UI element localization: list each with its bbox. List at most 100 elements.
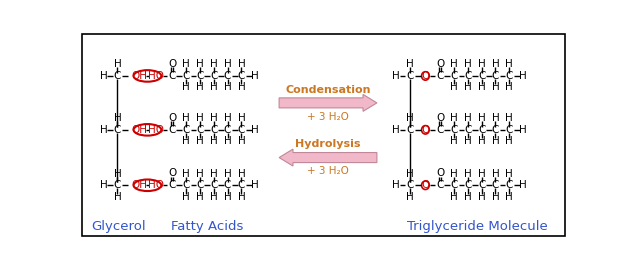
Text: H: H (464, 59, 471, 69)
Text: C: C (210, 180, 217, 190)
Text: H: H (223, 192, 232, 202)
Text: H: H (464, 83, 471, 92)
Text: O: O (168, 168, 176, 178)
Text: H: H (492, 136, 499, 146)
Text: C: C (114, 180, 121, 190)
Text: H: H (505, 113, 513, 123)
Text: C: C (437, 71, 444, 81)
Text: H: H (114, 113, 121, 123)
Text: H: H (505, 136, 513, 146)
Text: C: C (224, 180, 231, 190)
Text: H: H (392, 180, 400, 190)
Text: C: C (437, 125, 444, 135)
Text: C: C (406, 71, 414, 81)
Text: H: H (464, 169, 471, 179)
Text: C: C (224, 125, 231, 135)
Text: H: H (196, 113, 204, 123)
Text: C: C (182, 71, 190, 81)
Text: H: H (519, 125, 527, 135)
Text: H: H (237, 59, 245, 69)
Text: H: H (237, 113, 245, 123)
Text: O: O (436, 59, 444, 69)
Text: OH: OH (131, 71, 147, 81)
Text: H: H (478, 113, 485, 123)
Text: Glycerol: Glycerol (91, 220, 146, 233)
Text: H: H (478, 83, 485, 92)
Text: H: H (251, 71, 259, 81)
Text: + 3 H₂O: + 3 H₂O (307, 112, 349, 122)
Text: H: H (492, 83, 499, 92)
Text: H: H (505, 59, 513, 69)
Text: C: C (492, 180, 499, 190)
Text: H: H (223, 59, 232, 69)
Text: H: H (406, 59, 414, 69)
Text: H: H (209, 136, 218, 146)
Text: C: C (168, 180, 176, 190)
Text: O: O (422, 71, 430, 81)
Text: O: O (422, 125, 430, 135)
Text: H: H (450, 83, 457, 92)
Text: O: O (422, 180, 430, 190)
Text: C: C (450, 125, 457, 135)
Text: H: H (182, 136, 190, 146)
Text: C: C (238, 180, 245, 190)
Text: H: H (196, 169, 204, 179)
Text: H: H (182, 113, 190, 123)
Text: C: C (210, 71, 217, 81)
Text: H: H (478, 192, 485, 202)
Text: H: H (209, 59, 218, 69)
Text: H: H (223, 136, 232, 146)
Text: H: H (251, 180, 259, 190)
Text: H: H (223, 113, 232, 123)
Text: C: C (450, 71, 457, 81)
Text: O: O (436, 112, 444, 123)
Text: O: O (168, 112, 176, 123)
Text: Condensation: Condensation (285, 85, 371, 95)
Text: H: H (182, 59, 190, 69)
Text: H: H (478, 59, 485, 69)
FancyArrow shape (279, 149, 377, 166)
Text: H: H (478, 136, 485, 146)
Text: O: O (168, 59, 176, 69)
Text: H: H (196, 83, 204, 92)
Text: C: C (238, 125, 245, 135)
Text: C: C (168, 125, 176, 135)
Text: H: H (100, 180, 107, 190)
Text: + 3 H₂O: + 3 H₂O (307, 166, 349, 176)
Text: HO: HO (148, 125, 164, 135)
Text: H: H (182, 192, 190, 202)
Text: C: C (406, 180, 414, 190)
Text: H: H (237, 192, 245, 202)
Text: H: H (464, 113, 471, 123)
Text: C: C (168, 71, 176, 81)
Text: H: H (492, 169, 499, 179)
Text: C: C (196, 125, 203, 135)
Text: H: H (492, 113, 499, 123)
Text: H: H (492, 59, 499, 69)
Text: Hydrolysis: Hydrolysis (295, 139, 361, 150)
Text: C: C (196, 71, 203, 81)
Text: H: H (505, 169, 513, 179)
Text: C: C (464, 71, 471, 81)
Text: C: C (478, 125, 485, 135)
Text: H: H (450, 136, 457, 146)
Text: C: C (196, 180, 203, 190)
Text: H: H (519, 71, 527, 81)
Text: C: C (114, 125, 121, 135)
Text: H: H (478, 169, 485, 179)
Text: H: H (450, 192, 457, 202)
Text: H: H (182, 83, 190, 92)
Text: H: H (505, 83, 513, 92)
Text: C: C (464, 180, 471, 190)
Text: H: H (209, 113, 218, 123)
Text: C: C (182, 125, 190, 135)
Text: H: H (209, 83, 218, 92)
Text: H: H (492, 192, 499, 202)
Text: C: C (114, 71, 121, 81)
Text: C: C (182, 180, 190, 190)
Text: H: H (450, 169, 457, 179)
Text: C: C (478, 71, 485, 81)
Text: HO: HO (148, 180, 164, 190)
Text: O: O (436, 168, 444, 178)
Text: H: H (209, 169, 218, 179)
